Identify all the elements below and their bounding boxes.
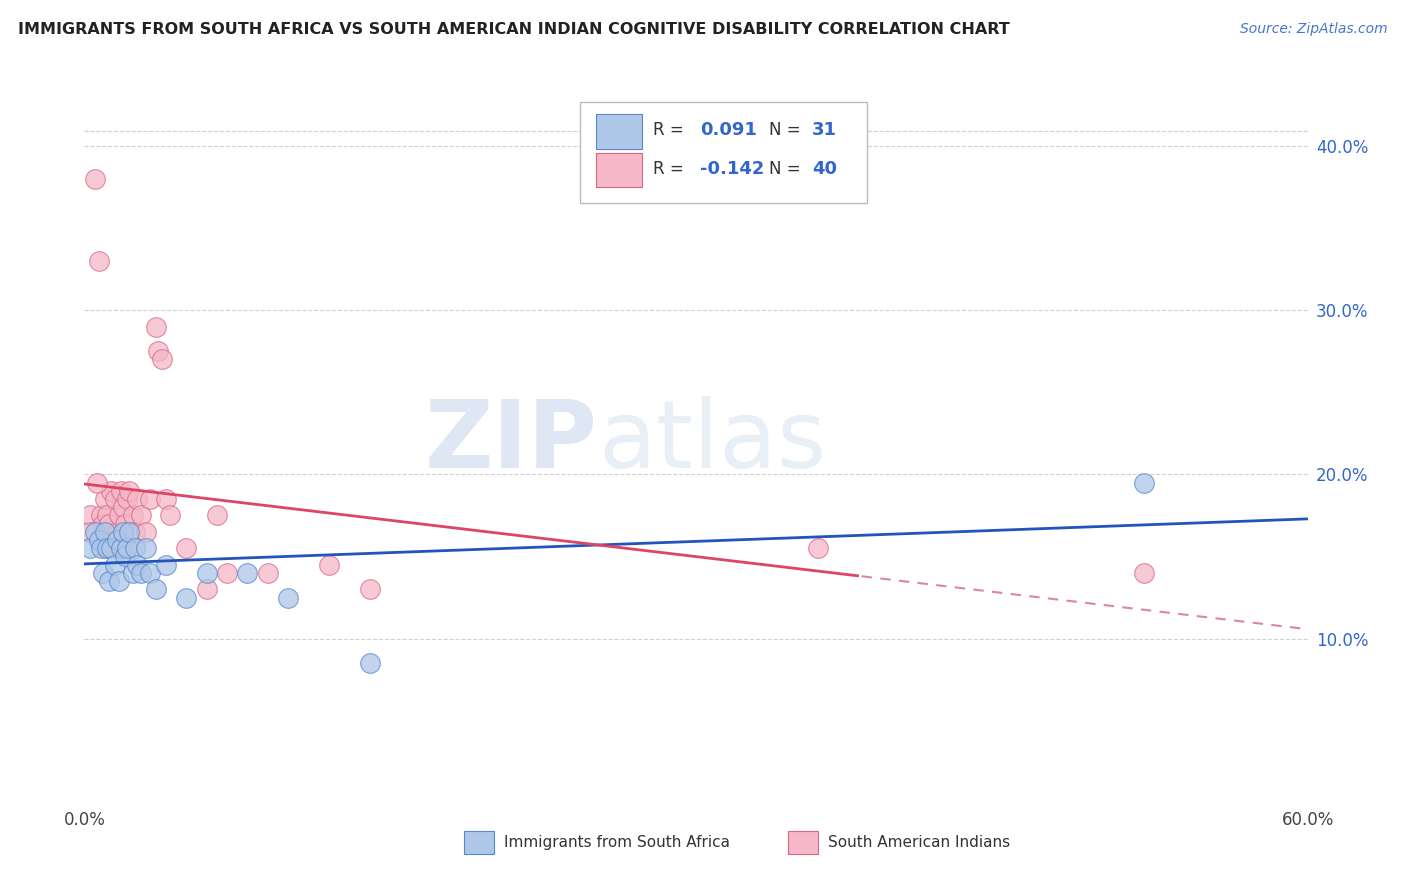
Point — [195, 566, 218, 580]
Point — [277, 591, 299, 605]
Point — [135, 524, 157, 539]
Point — [155, 491, 177, 506]
Point — [104, 558, 127, 572]
Point — [100, 541, 122, 556]
FancyBboxPatch shape — [596, 153, 643, 187]
Text: Source: ZipAtlas.com: Source: ZipAtlas.com — [1240, 22, 1388, 37]
Point — [115, 491, 138, 506]
FancyBboxPatch shape — [464, 831, 494, 855]
Text: 0.091: 0.091 — [700, 121, 756, 139]
Point — [90, 541, 112, 556]
Point — [359, 657, 381, 671]
Point — [174, 541, 197, 556]
Point — [105, 533, 128, 547]
Point — [93, 541, 115, 556]
Point — [97, 516, 120, 531]
Point — [131, 508, 153, 523]
Text: N =: N = — [769, 160, 801, 178]
Point — [118, 483, 141, 498]
Point — [1133, 475, 1156, 490]
Point — [96, 541, 118, 556]
Point — [807, 541, 830, 556]
Point — [145, 582, 167, 597]
Point — [318, 558, 340, 572]
Text: -0.142: -0.142 — [700, 160, 763, 178]
FancyBboxPatch shape — [596, 114, 643, 149]
FancyBboxPatch shape — [579, 102, 868, 203]
Point — [131, 566, 153, 580]
Point — [83, 171, 105, 186]
Point — [87, 533, 110, 547]
Point — [79, 508, 101, 523]
Point — [359, 582, 381, 597]
Point — [124, 524, 146, 539]
Point — [105, 524, 128, 539]
Text: 31: 31 — [813, 121, 837, 139]
Point — [174, 591, 197, 605]
Text: ZIP: ZIP — [425, 395, 598, 488]
Point — [122, 566, 145, 580]
Point — [110, 483, 132, 498]
Point — [118, 524, 141, 539]
Point — [93, 524, 115, 539]
Text: R =: R = — [654, 160, 683, 178]
Point — [145, 319, 167, 334]
Text: Immigrants from South Africa: Immigrants from South Africa — [503, 835, 730, 850]
Point — [122, 508, 145, 523]
Point — [127, 491, 149, 506]
Text: N =: N = — [769, 121, 801, 139]
Point — [205, 508, 228, 523]
Point — [108, 574, 131, 588]
Point — [150, 352, 173, 367]
Point — [91, 566, 114, 580]
Text: South American Indians: South American Indians — [828, 835, 1010, 850]
Text: 40: 40 — [813, 160, 837, 178]
Point — [138, 491, 160, 506]
Point — [257, 566, 280, 580]
Point — [236, 566, 259, 580]
Point — [86, 475, 108, 490]
Point — [127, 558, 149, 572]
Point — [93, 491, 115, 506]
Point — [217, 566, 239, 580]
Point — [155, 558, 177, 572]
Point — [195, 582, 218, 597]
Point — [135, 541, 157, 556]
Point — [97, 574, 120, 588]
Point — [79, 541, 101, 556]
Point — [115, 541, 138, 556]
Point — [159, 508, 181, 523]
Point — [112, 500, 135, 515]
Point — [91, 516, 114, 531]
Point — [124, 541, 146, 556]
Point — [146, 344, 169, 359]
Point — [114, 549, 136, 564]
Point — [83, 524, 105, 539]
Point — [108, 508, 131, 523]
Point — [79, 524, 101, 539]
Text: R =: R = — [654, 121, 683, 139]
Text: atlas: atlas — [598, 395, 827, 488]
Point — [138, 566, 160, 580]
FancyBboxPatch shape — [787, 831, 818, 855]
Point — [110, 541, 132, 556]
Point — [100, 483, 122, 498]
Point — [114, 516, 136, 531]
Point — [87, 253, 110, 268]
Point — [104, 491, 127, 506]
Text: IMMIGRANTS FROM SOUTH AFRICA VS SOUTH AMERICAN INDIAN COGNITIVE DISABILITY CORRE: IMMIGRANTS FROM SOUTH AFRICA VS SOUTH AM… — [18, 22, 1010, 37]
Point — [1133, 566, 1156, 580]
Point — [96, 508, 118, 523]
Point — [112, 524, 135, 539]
Point — [90, 508, 112, 523]
